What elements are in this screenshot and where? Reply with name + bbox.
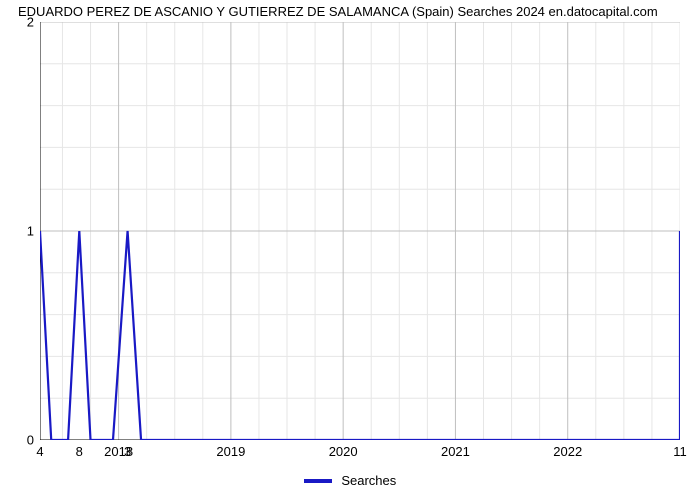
chart-title: EDUARDO PEREZ DE ASCANIO Y GUTIERREZ DE … [0, 4, 700, 19]
chart-container: { "chart": { "type": "line", "title": "E… [0, 0, 700, 500]
y-tick-label: 1 [0, 224, 34, 239]
chart-svg [40, 22, 680, 440]
data-point-label: 8 [76, 444, 83, 459]
x-tick-label: 2022 [553, 444, 582, 459]
legend-label: Searches [341, 473, 396, 488]
legend-swatch [304, 479, 332, 483]
data-point-label: 3 [124, 444, 131, 459]
x-tick-label: 2019 [216, 444, 245, 459]
data-point-label: 4 [36, 444, 43, 459]
y-tick-label: 0 [0, 433, 34, 448]
legend: Searches [0, 472, 700, 488]
x-tick-label: 2020 [329, 444, 358, 459]
y-tick-label: 2 [0, 15, 34, 30]
data-point-label: 11 [673, 444, 687, 459]
series [40, 231, 680, 440]
x-tick-label: 2021 [441, 444, 470, 459]
plot-area [40, 22, 680, 440]
